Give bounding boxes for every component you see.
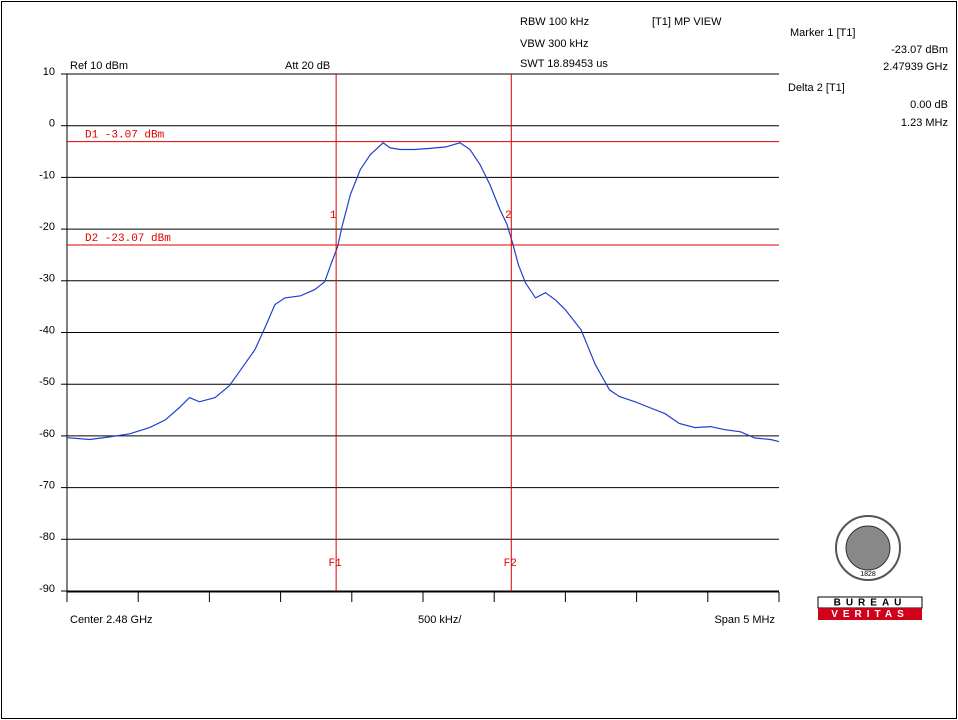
- y-tick-label: -40: [39, 324, 55, 336]
- marker-level: -23.07 dBm: [891, 44, 948, 56]
- delta-level: 0.00 dB: [910, 99, 948, 111]
- ref-level: Ref 10 dBm: [70, 60, 128, 72]
- freq-line-label: F2: [504, 558, 517, 570]
- span: Span 5 MHz: [714, 614, 775, 626]
- y-tick-label: 10: [43, 66, 55, 78]
- swt: SWT 18.89453 us: [520, 58, 608, 70]
- attenuation: Att 20 dB: [285, 60, 330, 72]
- display-line-label: D2 -23.07 dBm: [85, 233, 171, 245]
- logo: 1828 BUREAU VERITAS: [817, 515, 923, 620]
- logo-line1: BUREAU: [834, 598, 907, 609]
- y-tick-label: -50: [39, 376, 55, 388]
- div-freq: 500 kHz/: [418, 614, 462, 626]
- y-tick-label: -90: [39, 583, 55, 595]
- vbw: VBW 300 kHz: [520, 38, 588, 50]
- rbw: RBW 100 kHz: [520, 16, 589, 28]
- logo-box-red: [818, 608, 922, 620]
- trace: [66, 142, 780, 443]
- y-tick-label: -60: [39, 428, 55, 440]
- marker-freq: 2.47939 GHz: [883, 61, 948, 73]
- y-tick-label: -30: [39, 273, 55, 285]
- y-tick-label: -70: [39, 480, 55, 492]
- display-line-label: D1 -3.07 dBm: [85, 129, 165, 141]
- marker-number: 2: [505, 210, 512, 222]
- y-tick-label: 0: [49, 118, 55, 130]
- y-tick-label: -80: [39, 531, 55, 543]
- center-freq: Center 2.48 GHz: [70, 614, 153, 626]
- y-tick-label: -20: [39, 221, 55, 233]
- delta-title: Delta 2 [T1]: [788, 82, 845, 94]
- logo-line2: VERITAS: [831, 609, 909, 620]
- logo-emblem: [845, 525, 891, 571]
- marker-number: 1: [330, 210, 337, 222]
- view: [T1] MP VIEW: [652, 16, 722, 28]
- marker-title: Marker 1 [T1]: [790, 27, 855, 39]
- logo-year: 1828: [860, 571, 876, 578]
- delta-freq: 1.23 MHz: [901, 117, 948, 129]
- freq-line-label: F1: [329, 558, 343, 570]
- y-tick-label: -10: [39, 169, 55, 181]
